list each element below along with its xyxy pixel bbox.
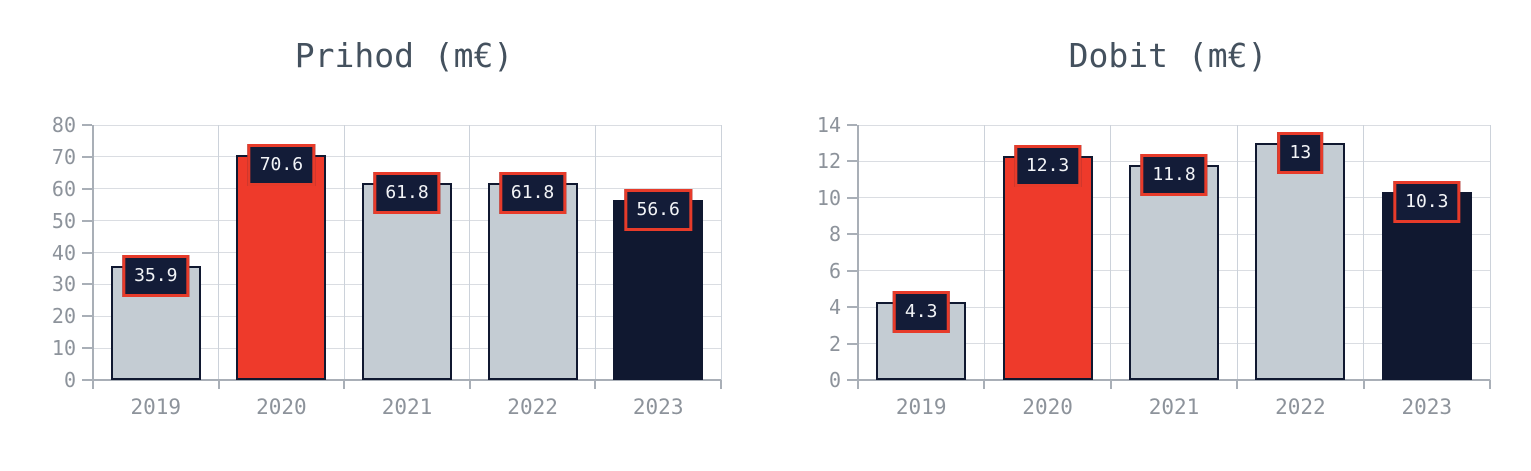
gridline-vertical bbox=[1363, 125, 1365, 380]
y-axis-tick bbox=[82, 283, 92, 286]
bar-value-label: 10.3 bbox=[1393, 181, 1461, 224]
y-axis-tick-label: 0 bbox=[828, 368, 841, 392]
y-axis-tick bbox=[847, 160, 857, 163]
x-axis-tick bbox=[720, 380, 722, 389]
x-axis-label-2022: 2022 bbox=[1275, 395, 1326, 419]
bar-value-label: 61.8 bbox=[498, 172, 567, 214]
gridline-vertical bbox=[983, 125, 985, 380]
y-axis-tick bbox=[847, 196, 857, 199]
bar-value-label: 13 bbox=[1277, 132, 1324, 175]
bar-value-label: 35.9 bbox=[122, 254, 190, 297]
gridline-vertical bbox=[218, 125, 220, 380]
x-axis-line bbox=[82, 379, 721, 381]
y-axis-tick-label: 50 bbox=[51, 208, 76, 233]
y-axis-tick-label: 8 bbox=[828, 222, 841, 247]
y-axis-tick-label: 80 bbox=[51, 113, 76, 137]
gridline-vertical bbox=[1489, 125, 1491, 380]
bar-2020 bbox=[236, 154, 327, 380]
chart-title-dobit: Dobit (m€) bbox=[1068, 36, 1268, 75]
y-axis-tick bbox=[847, 269, 857, 272]
gridline-vertical bbox=[594, 125, 596, 380]
y-axis-tick bbox=[82, 187, 92, 190]
y-axis-tick bbox=[82, 315, 92, 318]
bar-value-label: 11.8 bbox=[1140, 154, 1208, 197]
x-axis-label-2019: 2019 bbox=[895, 395, 947, 419]
x-axis-label-2022: 2022 bbox=[507, 395, 558, 419]
bar-2022 bbox=[1255, 143, 1346, 380]
gridline-horizontal bbox=[93, 124, 721, 126]
y-axis-tick-label: 10 bbox=[51, 336, 76, 361]
y-axis-tick-label: 2 bbox=[828, 331, 841, 356]
y-axis-tick-label: 70 bbox=[51, 144, 76, 169]
y-axis-tick bbox=[847, 233, 857, 236]
x-axis-label-2020: 2020 bbox=[1022, 395, 1073, 419]
gridline-vertical bbox=[469, 125, 471, 380]
x-axis-tick bbox=[594, 380, 597, 389]
y-axis-tick-label: 10 bbox=[816, 185, 841, 210]
x-axis-tick bbox=[1109, 380, 1112, 389]
x-axis-tick bbox=[217, 380, 220, 389]
x-axis-tick bbox=[857, 380, 859, 389]
gridline-vertical bbox=[343, 125, 345, 380]
bar-value-label: 12.3 bbox=[1013, 144, 1082, 187]
x-axis-tick bbox=[1362, 380, 1365, 389]
x-axis-tick bbox=[343, 380, 346, 389]
bar-value-label: 61.8 bbox=[373, 172, 441, 214]
x-axis-label-2021: 2021 bbox=[381, 395, 433, 419]
bar-value-label: 70.6 bbox=[247, 143, 316, 186]
y-axis-tick-label: 0 bbox=[63, 368, 76, 392]
x-axis-tick bbox=[468, 380, 471, 389]
y-axis-tick-label: 14 bbox=[816, 113, 841, 137]
y-axis-tick-label: 30 bbox=[51, 272, 76, 297]
y-axis-tick-label: 12 bbox=[816, 149, 841, 174]
x-axis-tick bbox=[1236, 380, 1239, 389]
x-axis-label-2021: 2021 bbox=[1148, 395, 1200, 419]
gridline-horizontal bbox=[858, 124, 1490, 126]
y-axis-tick-label: 20 bbox=[51, 304, 76, 329]
x-axis-label-2019: 2019 bbox=[130, 395, 182, 419]
y-axis-line bbox=[92, 125, 94, 389]
bar-value-label: 56.6 bbox=[624, 188, 692, 231]
y-axis-tick-label: 40 bbox=[51, 240, 76, 265]
gridline-vertical bbox=[1110, 125, 1112, 380]
bar-value-label: 4.3 bbox=[892, 290, 950, 333]
y-axis-tick bbox=[82, 251, 92, 254]
gridline-vertical bbox=[1236, 125, 1238, 380]
y-axis-tick bbox=[847, 342, 857, 345]
y-axis-tick-label: 6 bbox=[828, 258, 841, 283]
x-axis-label-2023: 2023 bbox=[632, 395, 684, 419]
x-axis-label-2020: 2020 bbox=[256, 395, 307, 419]
y-axis-tick bbox=[82, 219, 92, 222]
x-axis-tick bbox=[1489, 380, 1491, 389]
bar-2021 bbox=[362, 183, 452, 380]
x-axis-tick bbox=[92, 380, 94, 389]
y-axis-tick bbox=[847, 124, 857, 126]
y-axis-tick bbox=[82, 124, 92, 126]
chart-title-prihod: Prihod (m€) bbox=[294, 36, 514, 75]
gridline-horizontal bbox=[93, 156, 721, 158]
y-axis-tick bbox=[847, 306, 857, 309]
bar-2020 bbox=[1002, 155, 1093, 380]
y-axis-line bbox=[857, 125, 859, 389]
x-axis-tick bbox=[983, 380, 986, 389]
x-axis-label-2023: 2023 bbox=[1401, 395, 1453, 419]
x-axis-line bbox=[847, 379, 1490, 381]
y-axis-tick bbox=[82, 347, 92, 350]
y-axis-tick-label: 60 bbox=[51, 176, 76, 201]
y-axis-tick bbox=[82, 155, 92, 158]
bar-2021 bbox=[1129, 165, 1219, 380]
y-axis-tick-label: 4 bbox=[828, 295, 841, 320]
gridline-vertical bbox=[720, 125, 722, 380]
